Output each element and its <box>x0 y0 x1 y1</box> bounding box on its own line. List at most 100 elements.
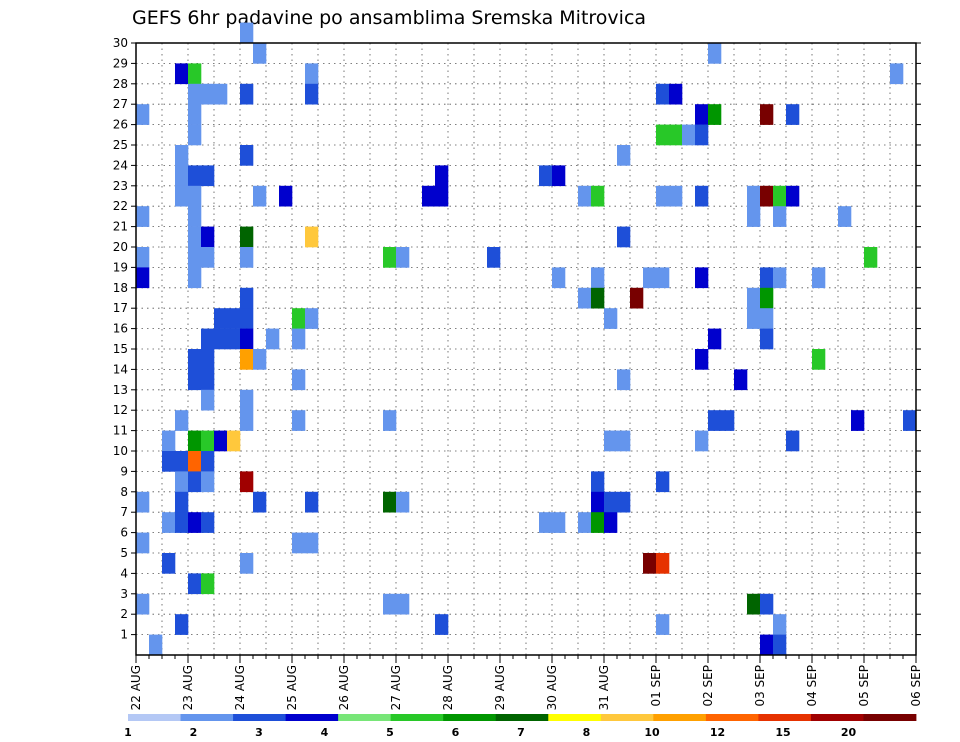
heatmap-cell <box>188 512 202 533</box>
heatmap-cell <box>747 287 761 309</box>
heatmap-cell <box>656 185 670 207</box>
y-tick-label: 4 <box>120 566 128 580</box>
y-tick-label: 9 <box>120 464 128 478</box>
heatmap-cell <box>201 512 215 533</box>
heatmap-cell <box>240 471 254 493</box>
heatmap-cell <box>669 124 683 146</box>
colorbar-segment <box>180 714 234 721</box>
heatmap-cell <box>552 512 566 533</box>
y-tick-label: 27 <box>113 97 128 111</box>
heatmap-cell <box>630 287 644 309</box>
heatmap-cell <box>305 226 319 248</box>
y-tick-label: 17 <box>113 301 128 315</box>
heatmap-cell <box>227 430 241 452</box>
heatmap-cell <box>812 349 826 370</box>
heatmap-cell <box>149 634 163 656</box>
heatmap-cell <box>136 267 150 289</box>
heatmap-cell <box>240 247 254 268</box>
heatmap-cell <box>383 491 397 513</box>
heatmap-cell <box>643 267 657 289</box>
y-tick-label: 7 <box>120 505 128 519</box>
heatmap-cell <box>201 573 215 595</box>
colorbar-tick-label: 5 <box>386 726 394 739</box>
heatmap-cell <box>760 634 774 656</box>
heatmap-cell <box>591 185 605 207</box>
heatmap-cell <box>656 267 670 289</box>
y-tick-label: 26 <box>113 118 128 132</box>
colorbar-segment <box>705 714 759 721</box>
x-tick-label: 06 SEP <box>909 665 923 707</box>
heatmap-cell <box>240 287 254 309</box>
heatmap-cell <box>162 553 176 574</box>
heatmap-cell <box>734 369 748 391</box>
heatmap-cell <box>383 410 397 431</box>
x-tick-label: 26 AUG <box>337 665 351 710</box>
heatmap-cell <box>708 43 722 64</box>
y-tick-label: 10 <box>113 444 128 458</box>
chart-title: GEFS 6hr padavine po ansamblima Sremska … <box>132 7 646 29</box>
heatmap-cell <box>708 328 722 350</box>
x-tick-label: 23 AUG <box>181 665 195 710</box>
heatmap-cell <box>552 165 566 187</box>
heatmap-cell <box>201 165 215 187</box>
y-tick-label: 16 <box>113 322 128 336</box>
heatmap-cell <box>305 83 319 105</box>
x-tick-label: 22 AUG <box>129 665 143 710</box>
colorbar-tick-label: 8 <box>583 726 591 739</box>
heatmap-cell <box>669 185 683 207</box>
heatmap-cell <box>175 165 189 187</box>
heatmap-cell <box>162 451 176 472</box>
heatmap-cell <box>240 410 254 431</box>
x-tick-label: 29 AUG <box>493 665 507 710</box>
heatmap-cell <box>188 63 202 85</box>
heatmap-cell <box>188 124 202 146</box>
heatmap-cell <box>240 389 254 411</box>
heatmap-cell <box>695 185 709 207</box>
heatmap-cell <box>188 83 202 105</box>
heatmap-cell <box>890 63 904 85</box>
heatmap-cell <box>604 430 618 452</box>
colorbar-tick-label: 20 <box>841 726 857 739</box>
heatmap-cell <box>240 553 254 574</box>
heatmap-cell <box>175 63 189 85</box>
heatmap-cell <box>253 43 267 64</box>
heatmap-cell <box>136 104 150 125</box>
heatmap-cell <box>656 553 670 574</box>
heatmap-cell <box>305 63 319 85</box>
heatmap-cell <box>214 430 228 452</box>
y-tick-label: 1 <box>120 628 128 642</box>
colorbar-segment <box>758 714 812 721</box>
heatmap-cell <box>773 634 787 656</box>
heatmap-cell <box>604 308 618 329</box>
y-tick-label: 25 <box>113 138 128 152</box>
heatmap-cell <box>188 369 202 391</box>
heatmap-cell <box>253 185 267 207</box>
y-tick-label: 15 <box>113 342 128 356</box>
heatmap-cell <box>175 471 189 493</box>
heatmap-cell <box>591 267 605 289</box>
heatmap-cell <box>188 573 202 595</box>
colorbar-segment <box>285 714 339 721</box>
heatmap-cell <box>695 104 709 125</box>
colorbar-tick-label: 12 <box>710 726 725 739</box>
heatmap-cell <box>201 328 215 350</box>
y-tick-label: 13 <box>113 383 128 397</box>
colorbar-segment <box>863 714 917 721</box>
heatmap-cell <box>396 491 410 513</box>
heatmap-cell <box>188 104 202 125</box>
heatmap-cell <box>201 389 215 411</box>
heatmap-cell <box>773 614 787 635</box>
heatmap-cell <box>760 185 774 207</box>
heatmap-cell <box>682 124 696 146</box>
heatmap-cell <box>188 471 202 493</box>
heatmap-cell <box>396 593 410 615</box>
heatmap-cell <box>760 267 774 289</box>
heatmap-cell <box>604 491 618 513</box>
heatmap-cell <box>214 83 228 105</box>
heatmap-cell <box>656 614 670 635</box>
y-tick-label: 3 <box>120 587 128 601</box>
heatmap-cell <box>175 614 189 635</box>
heatmap-cell <box>279 185 293 207</box>
y-tick-label: 20 <box>113 240 128 254</box>
